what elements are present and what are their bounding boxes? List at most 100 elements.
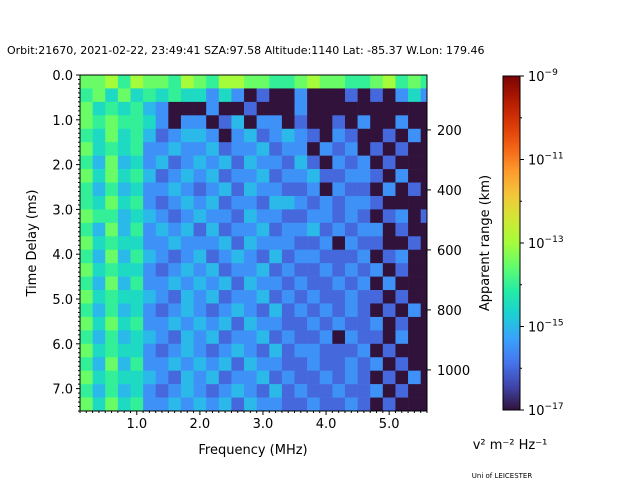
heatmap-cell (420, 370, 428, 385)
heatmap-cell (344, 88, 358, 103)
heatmap-cell (420, 115, 428, 130)
heatmap-cell (370, 182, 384, 197)
heatmap-cell (395, 343, 409, 358)
heatmap-cell (332, 249, 346, 264)
heatmap-cell (206, 303, 220, 318)
chart-title: Orbit:21670, 2021-02-22, 23:49:41 SZA:97… (7, 44, 485, 57)
heatmap-cell (294, 343, 308, 358)
heatmap-cell (168, 330, 182, 345)
heatmap-cell (155, 357, 169, 371)
colorbar-tick-exponent: −9 (545, 68, 559, 78)
heatmap-cell (332, 169, 346, 183)
heatmap-cell (130, 303, 144, 318)
heatmap-cell (408, 370, 421, 385)
heatmap-cell (130, 182, 144, 197)
heatmap-cell (231, 75, 245, 89)
heatmap-cell (256, 155, 270, 170)
heatmap-cell (408, 222, 421, 237)
heatmap-cell (180, 343, 194, 358)
heatmap-cell (80, 222, 93, 237)
heatmap-cell (408, 195, 421, 210)
heatmap-cell (420, 182, 428, 197)
heatmap-cell (218, 276, 232, 291)
heatmap-cell (319, 115, 333, 130)
heatmap-cell (395, 142, 409, 156)
heatmap-cell (244, 357, 257, 371)
heatmap-cell (420, 330, 428, 345)
colorbar-tick-exponent: −15 (545, 319, 564, 329)
heatmap-cell (281, 343, 295, 358)
heatmap-cell (168, 316, 182, 331)
heatmap-cell (332, 195, 346, 210)
heatmap-cell (206, 397, 220, 412)
heatmap-cell (420, 236, 428, 251)
heatmap-cell (294, 115, 308, 130)
colorbar-tick-base: 10 (528, 237, 545, 252)
heatmap-cell (357, 115, 371, 130)
heatmap-cell (92, 222, 106, 237)
colorbar-tick-base: 10 (528, 154, 545, 169)
heatmap-cell (143, 169, 157, 183)
heatmap-cell (281, 236, 295, 251)
heatmap-cell (332, 222, 346, 237)
heatmap-cell (231, 343, 245, 358)
heatmap-cell (281, 128, 295, 143)
heatmap-cell (294, 222, 308, 237)
heatmap-cell (231, 115, 245, 130)
heatmap-cell (180, 209, 194, 224)
heatmap-cell (180, 195, 194, 210)
heatmap-cell (294, 169, 308, 183)
heatmap-cell (307, 155, 321, 170)
heatmap-cell (130, 276, 144, 291)
heatmap-cell (168, 249, 182, 264)
heatmap-cell (357, 155, 371, 170)
heatmap-cell (193, 101, 207, 116)
heatmap-cell (382, 101, 396, 116)
heatmap-cell (344, 222, 358, 237)
y-axis-right-label: Apparent range (km) (478, 175, 493, 311)
heatmap-cell (256, 209, 270, 224)
heatmap-cell (382, 75, 396, 89)
heatmap-cell (193, 88, 207, 103)
heatmap-cell (357, 303, 371, 318)
heatmap-cell (332, 290, 346, 304)
heatmap-cell (420, 303, 428, 318)
heatmap-cell (168, 142, 182, 156)
heatmap-cell (231, 209, 245, 224)
heatmap-cell (382, 316, 396, 331)
heatmap-cell (408, 182, 421, 197)
heatmap-cell (92, 101, 106, 116)
heatmap-cell (294, 101, 308, 116)
heatmap-cell (382, 357, 396, 371)
heatmap-cell (130, 384, 144, 398)
heatmap-cell (294, 263, 308, 277)
heatmap-cell (370, 316, 384, 331)
heatmap-cell (382, 222, 396, 237)
heatmap-cell (294, 249, 308, 264)
heatmap-cell (218, 142, 232, 156)
y-tick-label: 5.0 (52, 293, 73, 308)
heatmap-cell (395, 182, 409, 197)
heatmap-cell (382, 115, 396, 130)
heatmap-cell (206, 169, 220, 183)
heatmap-cell (180, 115, 194, 130)
heatmap-cell (395, 370, 409, 385)
heatmap-cell (130, 115, 144, 130)
heatmap-cell (105, 115, 119, 130)
y-right-tick-label: 400 (437, 184, 462, 199)
colorbar-tick-label: 10−15 (528, 319, 564, 336)
heatmap-cell (117, 75, 131, 89)
heatmap-cell (244, 142, 257, 156)
heatmap-cell (370, 357, 384, 371)
heatmap-cell (307, 222, 321, 237)
heatmap-cell (344, 249, 358, 264)
y-right-tick-label: 800 (437, 304, 462, 319)
heatmap-cell (420, 155, 428, 170)
heatmap-cell (168, 263, 182, 277)
heatmap-cell (332, 343, 346, 358)
heatmap-cell (130, 343, 144, 358)
heatmap-cell (117, 88, 131, 103)
heatmap-cell (168, 222, 182, 237)
heatmap-cell (244, 155, 257, 170)
